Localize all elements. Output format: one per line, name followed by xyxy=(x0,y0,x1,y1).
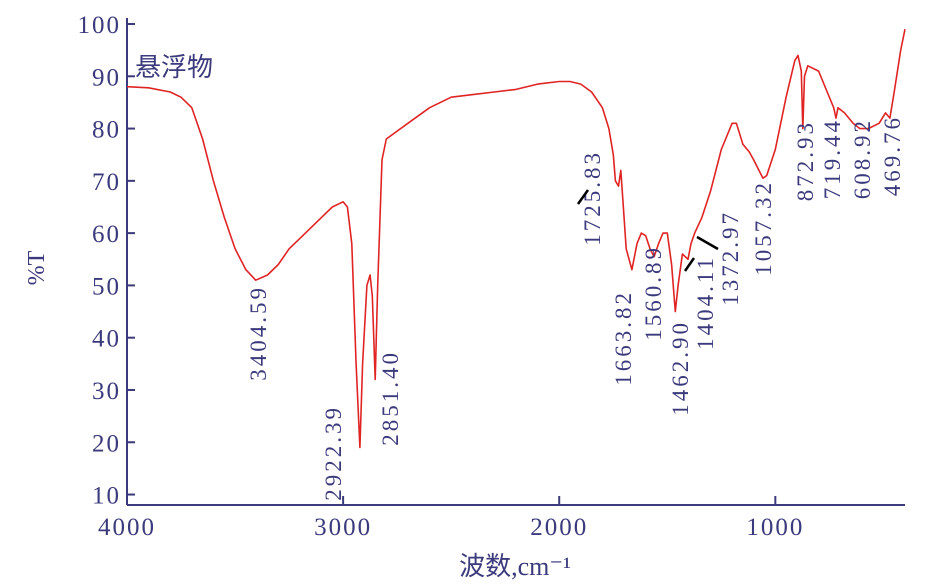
x-tick-label: 1000 xyxy=(746,514,804,541)
x-tick-label: 4000 xyxy=(98,514,156,541)
y-tick-label: 40 xyxy=(92,326,121,353)
peak-label: 1560.89 xyxy=(641,245,666,341)
y-tick-label: 70 xyxy=(92,169,121,196)
peak-label: 1404.11 xyxy=(693,255,718,350)
y-tick-label: 50 xyxy=(92,273,121,300)
y-tick-label: 100 xyxy=(78,12,122,39)
spectrum-line xyxy=(126,29,906,449)
leader-line xyxy=(576,189,590,205)
peak-label: 469.76 xyxy=(880,115,905,196)
x-tick-label: 2000 xyxy=(530,514,588,541)
peak-label: 719.44 xyxy=(820,118,845,199)
peak-label: 608.92 xyxy=(850,118,875,199)
y-tick-label: 90 xyxy=(92,64,121,91)
peak-label: 1057.32 xyxy=(751,180,776,276)
y-tick-label: 10 xyxy=(92,483,121,510)
peak-label: 3404.59 xyxy=(246,285,271,381)
peak-label: 2922.39 xyxy=(321,405,346,501)
y-tick-label: 20 xyxy=(92,430,121,457)
peak-label: 2851.40 xyxy=(378,350,403,446)
series-label: 悬浮物 xyxy=(135,53,213,82)
x-tick-label: 3000 xyxy=(314,514,372,541)
peak-label: 1725.83 xyxy=(580,150,605,246)
y-tick-label: 60 xyxy=(92,221,121,248)
y-tick-label: 30 xyxy=(92,378,121,405)
leader-line xyxy=(696,235,719,251)
peak-label: 1462.90 xyxy=(668,320,693,416)
peak-label: 872.93 xyxy=(793,120,818,201)
x-axis-label: 波数,cm⁻¹ xyxy=(459,552,571,581)
leader-line xyxy=(683,257,696,272)
peak-label: 1663.82 xyxy=(611,290,636,386)
peak-label: 1372.97 xyxy=(718,210,743,306)
y-tick-label: 80 xyxy=(92,117,121,144)
y-axis-label: %T xyxy=(24,250,50,285)
